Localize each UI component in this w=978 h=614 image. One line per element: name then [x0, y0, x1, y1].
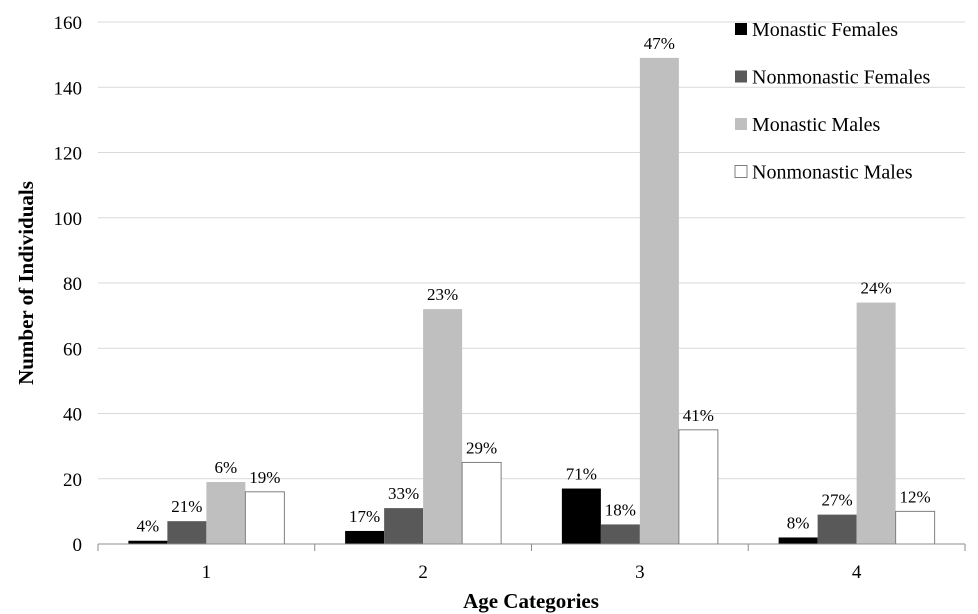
data-label: 29%	[466, 438, 497, 457]
legend-entry: Monastic Females	[752, 19, 898, 41]
legend-entry: Nonmonastic Males	[752, 162, 913, 184]
data-label: 12%	[900, 487, 931, 506]
data-label: 17%	[349, 507, 380, 526]
bar	[128, 540, 168, 544]
x-axis-ticks: 1 2 3 4	[97, 544, 966, 583]
data-labels: 4% 17% 71% 8% 21% 33% 18% 27% 6% 23% 47% 24% 19% 29% 4…	[137, 34, 931, 536]
data-label: 18%	[605, 500, 636, 519]
data-label: 27%	[822, 491, 853, 510]
y-tick-label: 160	[54, 13, 83, 34]
data-label: 41%	[683, 406, 714, 425]
legend-swatch	[734, 165, 748, 178]
bar	[895, 510, 936, 545]
y-tick-label: 140	[54, 78, 83, 99]
data-label: 21%	[171, 497, 202, 516]
x-tick-label: 2	[418, 562, 428, 583]
y-axis-title: Number of Individuals	[14, 181, 38, 385]
data-label: 8%	[787, 513, 810, 532]
data-label: 23%	[427, 285, 458, 304]
bar	[244, 491, 285, 545]
bar	[856, 302, 896, 544]
legend-swatch	[735, 23, 747, 35]
bar	[423, 309, 463, 544]
bar	[817, 514, 857, 544]
y-tick-label: 60	[63, 339, 82, 360]
x-axis-title: Age Categories	[463, 589, 599, 613]
data-label: 19%	[249, 468, 280, 487]
data-label: 71%	[566, 465, 597, 484]
legend-entry: Monastic Males	[752, 114, 881, 136]
gridlines	[98, 21, 965, 480]
bars	[128, 57, 936, 545]
y-tick-label: 80	[63, 274, 82, 295]
legend: Monastic Females Nonmonastic Females Monas…	[734, 19, 931, 184]
bar	[206, 482, 246, 544]
bar	[600, 524, 640, 544]
y-tick-label: 20	[63, 470, 82, 491]
data-label: 6%	[215, 458, 238, 477]
bar	[561, 488, 601, 544]
y-tick-label: 40	[63, 405, 82, 426]
bar	[678, 429, 719, 545]
bar	[345, 530, 385, 544]
bar	[778, 537, 818, 544]
y-tick-label: 120	[54, 144, 83, 165]
data-label: 4%	[137, 517, 160, 536]
y-tick-label: 0	[73, 535, 83, 556]
x-tick-label: 3	[635, 562, 645, 583]
data-label: 33%	[388, 484, 419, 503]
y-axis-ticks: 0 20 40 60 80 100 120 140 160	[54, 13, 83, 556]
legend-entry: Nonmonastic Females	[752, 67, 931, 89]
bar	[639, 57, 679, 544]
bar	[384, 508, 424, 544]
x-tick-label: 4	[852, 562, 862, 583]
y-tick-label: 100	[54, 209, 83, 230]
legend-swatch	[735, 70, 747, 83]
legend-swatch	[735, 118, 747, 130]
bar	[167, 521, 207, 544]
x-tick-label: 1	[202, 562, 212, 583]
bar	[461, 461, 502, 545]
data-label: 47%	[644, 34, 675, 53]
data-label: 24%	[861, 279, 892, 298]
